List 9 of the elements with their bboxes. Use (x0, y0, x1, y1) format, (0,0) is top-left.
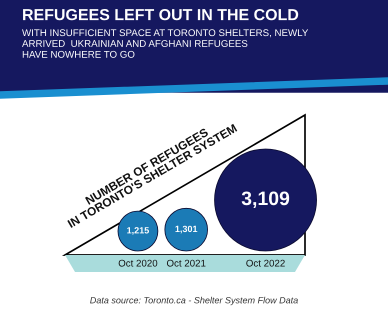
text: REFUGEES LEFT OUT IN THE COLD (23, 8, 298, 20)
data-label: 3,109 (242, 191, 290, 208)
text: WITH INSUFFICIENT SPACE AT TORONTO SHELTERS, NEWLY ARRIVED UKRAINIAN AND AFGHANI REFUGEES HAVE NOWHERE TO GO (22, 29, 308, 58)
data-label: 1,215 (127, 227, 149, 235)
data-label: 1,301 (175, 226, 198, 234)
category-label: Oct 2022 (246, 260, 285, 267)
source-note: Data source: Toronto.ca - Shelter System Flow Data (90, 296, 298, 306)
category-label: Oct 2021 (166, 260, 206, 267)
category-label: Oct 2020 (118, 260, 158, 267)
